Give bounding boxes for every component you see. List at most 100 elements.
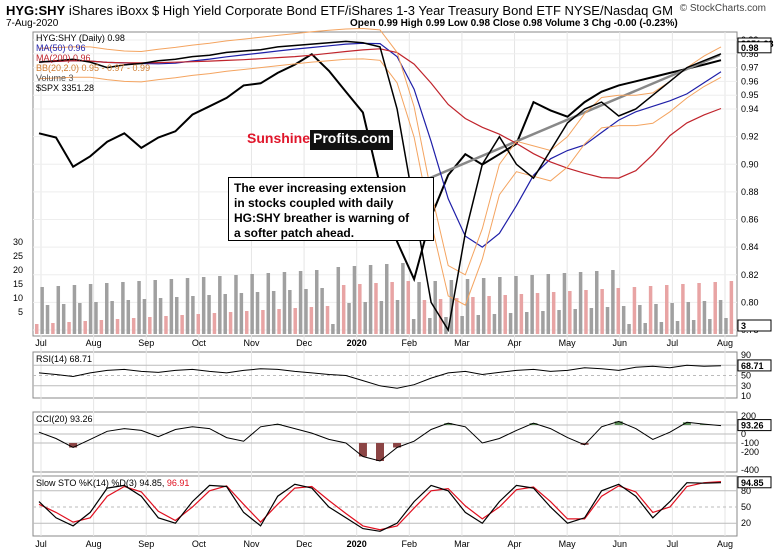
x-tick-label: 2020	[347, 338, 367, 348]
volume-bar	[110, 301, 114, 334]
volume-bar	[51, 323, 55, 334]
volume-bar	[395, 300, 400, 334]
annotation-line-4: a softer patch ahead.	[234, 226, 355, 240]
x-tick-label: Jun	[613, 338, 628, 348]
volume-bar	[45, 305, 50, 334]
sto-k-line	[38, 482, 722, 532]
volume-bar	[105, 283, 109, 334]
volume-bar	[56, 286, 61, 334]
volume-bar	[126, 300, 131, 334]
volume-bar	[255, 292, 260, 334]
volume-bar	[514, 276, 518, 334]
sto-d-label: 96.91	[166, 478, 190, 488]
volume-bar	[476, 315, 481, 334]
rsi-panel-frame	[32, 351, 738, 399]
cci-axis-label: -200	[741, 447, 759, 457]
legend-volume: Volume 3	[36, 73, 74, 83]
x-tick-label: Aug	[86, 539, 102, 549]
rsi-axis-label: 90	[741, 350, 751, 360]
volume-bar	[315, 270, 319, 334]
sto-axis-label: 20	[741, 518, 751, 528]
x-tick-label: Apr	[508, 539, 522, 549]
legend-ma50: MA(50) 0.96	[36, 43, 86, 53]
volume-bar	[239, 293, 244, 334]
volume-bar	[702, 301, 707, 334]
volume-bar	[67, 322, 71, 334]
volume-bar	[142, 299, 147, 334]
volume-bar	[541, 311, 545, 334]
price-axis-label: 0.98	[741, 49, 759, 59]
volume-bar	[158, 298, 163, 334]
volume-bar	[481, 278, 486, 334]
volume-bar	[320, 288, 324, 334]
volume-bar	[331, 324, 335, 334]
cci-line	[38, 420, 722, 462]
sto-label: Slow STO %K(14) %D(3) 94.85, 96.91	[36, 478, 189, 488]
bb-upper-line	[38, 27, 722, 276]
bb-lower-line	[38, 58, 722, 306]
volume-bar	[681, 284, 685, 334]
price-axis-label: 0.94	[741, 104, 759, 114]
cci-fill	[529, 423, 538, 425]
price-axis-label: 0.82	[741, 270, 759, 280]
x-tick-label: Apr	[508, 338, 522, 348]
volume-bar	[341, 285, 346, 334]
volume-bar	[379, 301, 384, 334]
volume-bar	[600, 289, 604, 334]
volume-bar	[713, 282, 717, 334]
volume-bar	[121, 282, 125, 334]
sto-last-tag: 94.85	[741, 478, 764, 488]
volume-bar	[551, 292, 556, 334]
x-tick-label: Aug	[717, 338, 733, 348]
volume-bar	[218, 276, 222, 334]
x-tick-label: Jul	[35, 338, 47, 348]
cci-label: CCI(20) 93.26	[36, 414, 93, 424]
volume-bar	[659, 322, 664, 334]
volume-bar	[686, 302, 691, 334]
rsi-axis-label: 50	[741, 371, 751, 381]
volume-bar	[557, 310, 561, 334]
volume-bar	[487, 296, 491, 334]
volume-bar	[611, 270, 615, 334]
volume-bar	[724, 318, 728, 334]
sto-k-label: Slow STO %K(14) %D(3) 94.85,	[36, 478, 165, 488]
volume-axis-label: 10	[13, 293, 23, 303]
price-axis-label: 0.80	[741, 297, 759, 307]
volume-bar	[627, 324, 631, 334]
price-axis-label: 0.95	[741, 90, 759, 100]
volume-bar	[288, 290, 292, 334]
volume-bar	[137, 281, 141, 334]
volume-bar	[245, 311, 249, 334]
x-tick-label: Mar	[454, 338, 470, 348]
price-last-tag: 0.98	[741, 43, 759, 53]
annotation-box: The ever increasing extension in stocks …	[228, 177, 434, 241]
rsi-line	[38, 364, 722, 389]
legend-spx: $SPX 3351.28	[36, 83, 95, 93]
cci-fill	[444, 423, 453, 425]
volume-bar	[282, 272, 287, 334]
volume-bar	[40, 287, 44, 334]
volume-bar	[595, 271, 599, 334]
volume-bar	[455, 298, 459, 334]
volume-axis-label: 15	[13, 279, 23, 289]
volume-last-tag-box	[737, 319, 772, 332]
price-axis-label: 0.84	[741, 242, 759, 252]
volume-bar	[584, 290, 588, 334]
volume-bar	[638, 305, 642, 334]
price-axis-label: 0.92	[741, 132, 759, 142]
cci-fill	[614, 421, 623, 425]
volume-bar	[61, 304, 66, 334]
x-tick-label: Dec	[296, 338, 313, 348]
cci-last-tag-box	[737, 419, 772, 432]
x-tick-label: Aug	[86, 338, 102, 348]
price-axis-label: 0.97	[741, 63, 759, 73]
annotation-line-2: in stocks coupled with daily	[234, 196, 394, 210]
volume-bar	[88, 284, 93, 334]
rsi-last-tag: 68.71	[741, 361, 764, 371]
x-tick-label: Feb	[402, 539, 418, 549]
volume-bar	[78, 303, 82, 334]
volume-bar	[228, 312, 233, 334]
volume-bar	[336, 267, 341, 334]
volume-bar	[153, 280, 157, 334]
